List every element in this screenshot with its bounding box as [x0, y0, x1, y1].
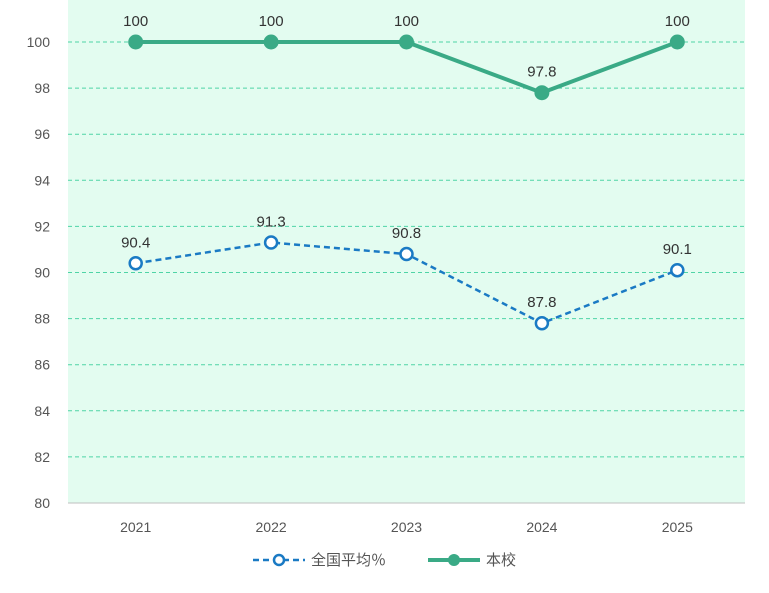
data-point: [263, 235, 279, 250]
data-label: 100: [394, 13, 419, 30]
data-point: [399, 34, 414, 50]
data-point: [399, 246, 414, 262]
y-tick-label: 98: [34, 80, 50, 96]
legend-marker-our-school: [448, 554, 460, 566]
data-label: 90.1: [663, 241, 692, 258]
data-label: 90.4: [121, 234, 150, 251]
series-layer: [128, 34, 685, 331]
y-tick-label: 88: [34, 311, 50, 327]
data-point: [534, 85, 550, 101]
x-tick-label: 2022: [256, 519, 287, 535]
y-tick-label: 92: [34, 218, 50, 234]
x-axis: 2021 2022 2023 2024 2025: [68, 502, 745, 535]
x-tick-label: 2023: [391, 519, 422, 535]
data-point: [128, 34, 144, 50]
y-tick-label: 100: [27, 34, 51, 50]
y-axis: 80 82 84 86 88 90 92 94 96 98 100: [27, 34, 51, 511]
y-tick-label: 94: [34, 172, 50, 188]
y-tick-label: 90: [34, 265, 50, 281]
data-label: 100: [123, 13, 148, 30]
y-tick-label: 86: [34, 357, 50, 373]
y-tick-label: 80: [34, 495, 50, 511]
legend-label-national-average: 全国平均％: [311, 551, 386, 569]
y-tick-label: 82: [34, 449, 50, 465]
data-label: 100: [665, 13, 690, 30]
x-tick-label: 2025: [662, 519, 693, 535]
data-label: 97.8: [527, 64, 556, 81]
data-point: [128, 256, 143, 271]
data-point: [670, 262, 685, 278]
data-label: 87.8: [527, 294, 556, 311]
data-point: [669, 34, 685, 50]
legend: 全国平均％ 本校: [253, 551, 516, 569]
x-tick-label: 2021: [120, 519, 151, 535]
x-tick-label: 2024: [526, 519, 557, 535]
legend-label-our-school: 本校: [486, 552, 516, 569]
data-point: [263, 34, 279, 50]
legend-marker-national-average: [272, 553, 286, 567]
gridlines: [68, 41, 745, 458]
y-tick-label: 96: [34, 126, 50, 142]
y-tick-label: 84: [34, 403, 50, 419]
data-label: 100: [259, 13, 284, 30]
data-labels: 90.4 91.3 90.8 87.8 90.1 100 100 100 97.8 100: [121, 13, 692, 311]
data-label: 91.3: [256, 214, 285, 231]
data-point: [534, 315, 550, 331]
data-label: 90.8: [392, 225, 421, 242]
